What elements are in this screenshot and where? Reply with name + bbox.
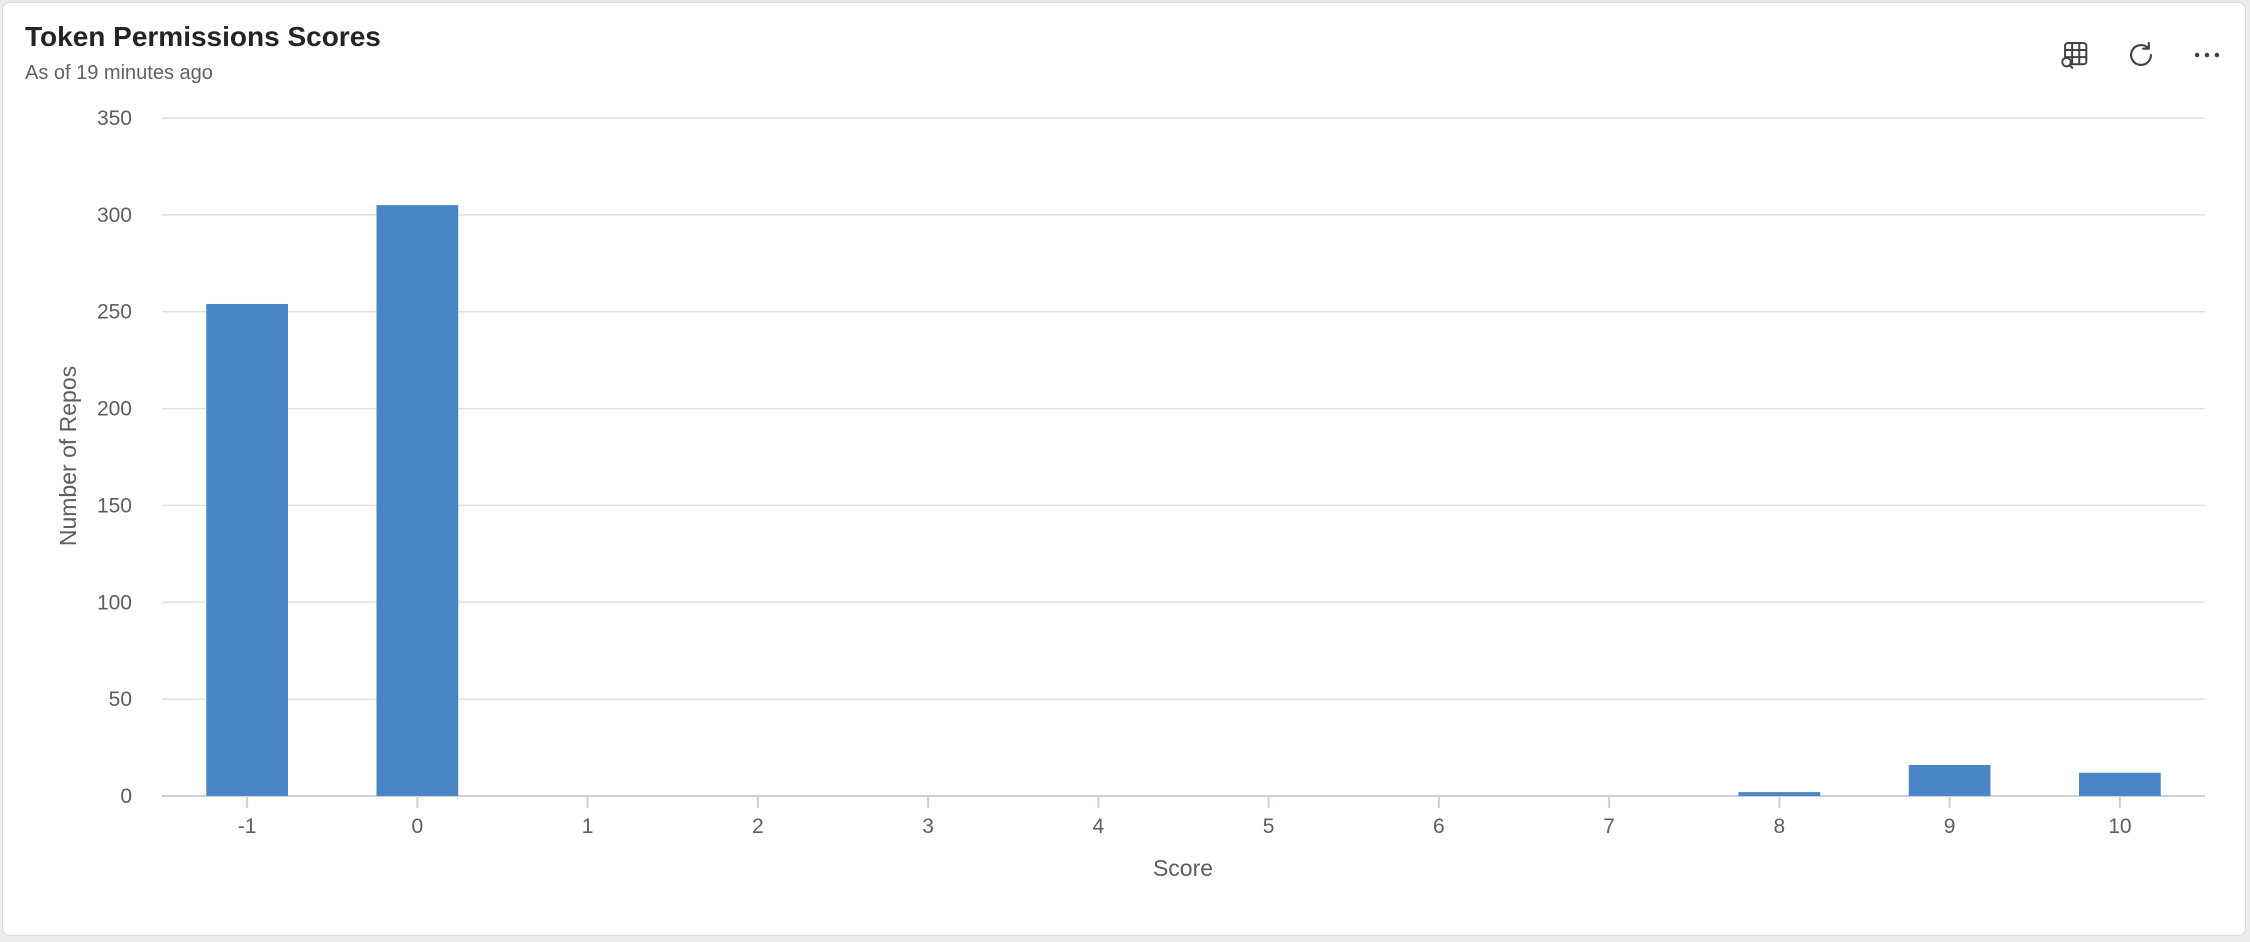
x-tick-label: 1 [582, 815, 594, 838]
x-tick-label: 7 [1603, 815, 1615, 838]
y-tick-label: 0 [120, 785, 132, 808]
x-tick-label: 10 [2108, 815, 2131, 838]
refresh-icon [2130, 41, 2152, 66]
y-tick-label: 100 [97, 591, 132, 614]
y-tick-label: 50 [109, 688, 132, 711]
table-search-icon [2061, 41, 2088, 70]
x-tick-label: 5 [1263, 815, 1275, 838]
x-tick-label: 3 [922, 815, 934, 838]
bar-score-9[interactable] [1908, 765, 1991, 796]
x-tick-label: 6 [1433, 815, 1445, 838]
more-options-button[interactable] [2183, 31, 2231, 79]
x-tick-label: 2 [752, 815, 764, 838]
refresh-button[interactable] [2117, 31, 2165, 79]
bar-score-0[interactable] [376, 205, 459, 796]
bar-score-10[interactable] [2079, 772, 2161, 796]
chart-title: Token Permissions Scores [25, 21, 381, 52]
table-view-button[interactable] [2051, 31, 2099, 79]
bar-score--1[interactable] [206, 303, 288, 796]
y-tick-label: 350 [97, 107, 132, 130]
y-tick-label: 200 [97, 398, 132, 421]
x-tick-label: 9 [1944, 815, 1956, 838]
x-tick-label: 4 [1093, 815, 1105, 838]
x-axis-title: Score [1153, 855, 1213, 881]
last-updated-text: As of 19 minutes ago [25, 62, 213, 84]
x-tick-label: 0 [412, 815, 424, 838]
y-tick-label: 250 [97, 301, 132, 324]
x-tick-label: 8 [1774, 815, 1786, 838]
bar-score-8[interactable] [1738, 792, 1821, 796]
more-horizontal-icon [2194, 52, 2220, 58]
y-axis-title: Number of Repos [55, 366, 81, 546]
x-tick-label: -1 [238, 815, 257, 838]
y-tick-label: 300 [97, 204, 132, 227]
chart-toolbar [2051, 31, 2231, 79]
y-tick-label: 150 [97, 494, 132, 517]
